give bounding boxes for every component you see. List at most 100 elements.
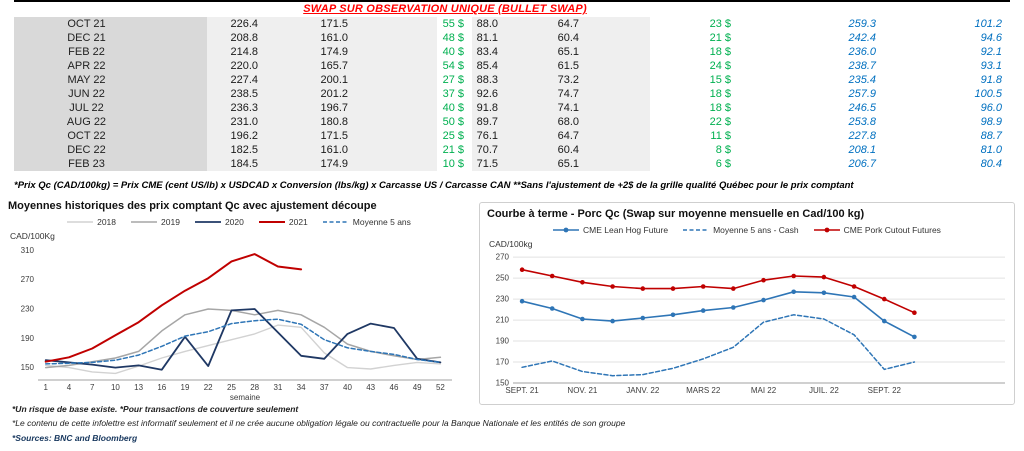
value-cell: 18 $ — [709, 46, 731, 58]
month-cell: OCT 21 — [14, 17, 207, 31]
legend-line-sample — [322, 221, 349, 223]
series-marker — [519, 267, 525, 272]
value-cell: 25 $ — [442, 130, 464, 142]
value-cell: 8 $ — [715, 144, 731, 156]
svg-text:34: 34 — [297, 383, 306, 392]
value-cell: 98.9 — [980, 116, 1002, 128]
spacer-cell — [360, 157, 437, 171]
legend-item: Moyenne 5 ans - Cash — [683, 225, 799, 235]
spacer-cell — [360, 143, 437, 157]
svg-text:270: 270 — [21, 275, 35, 284]
svg-text:46: 46 — [390, 383, 399, 392]
series-marker — [761, 277, 766, 283]
legend-line-sample — [194, 221, 221, 223]
series-marker — [610, 284, 615, 289]
value-cell: 6 $ — [715, 158, 731, 170]
value-cell: 23 $ — [709, 18, 731, 30]
svg-text:43: 43 — [366, 383, 375, 392]
value-cell: 74.7 — [510, 87, 591, 101]
spacer-cell — [591, 31, 650, 45]
value-cell: 161.0 — [270, 143, 360, 157]
series-line — [521, 268, 916, 314]
value-cell: 100.5 — [974, 88, 1002, 100]
swap-table-body: OCT 21 226.4 171.5 55 $88.0 64.7 23 $259.3 101… — [14, 17, 1010, 171]
legend-line-sample — [67, 221, 94, 223]
value-cell: 60.4 — [510, 31, 591, 45]
value-cell: 64.7 — [510, 129, 591, 143]
legend-line-sample — [813, 227, 840, 233]
svg-text:13: 13 — [134, 383, 143, 392]
value-cell: 21 $ — [709, 32, 731, 44]
value-cell: 65.1 — [510, 45, 591, 59]
value-cell: 61.5 — [510, 59, 591, 73]
table-row: APR 22 220.0 165.7 54 $ 85.4 61.5 24 $ 238.7 93.… — [14, 59, 1010, 73]
series-marker — [670, 286, 676, 291]
spacer-cell — [360, 87, 437, 101]
spacer-cell — [591, 101, 650, 115]
svg-text:25: 25 — [227, 383, 236, 392]
svg-text:MAI 22: MAI 22 — [751, 386, 777, 395]
svg-text:49: 49 — [413, 383, 422, 392]
svg-text:NOV. 21: NOV. 21 — [567, 386, 597, 395]
spacer-cell — [591, 143, 650, 157]
value-cell: 227.8 — [848, 130, 876, 142]
value-cell: 93.1 — [980, 60, 1002, 72]
footnote-legal: *Le contenu de cette infolettre est info… — [12, 418, 626, 428]
legend-label: 2021 — [288, 217, 308, 227]
svg-text:semaine: semaine — [230, 393, 261, 402]
svg-text:28: 28 — [250, 383, 259, 392]
value-cell: 259.3 — [848, 18, 876, 30]
legend-item: Moyenne 5 ans — [322, 217, 411, 227]
svg-text:SEPT. 22: SEPT. 22 — [868, 386, 902, 395]
value-cell: 231.0 — [207, 115, 270, 129]
svg-text:JUIL. 22: JUIL. 22 — [809, 386, 839, 395]
legend-item: 2020 — [194, 217, 244, 227]
series-marker — [912, 334, 917, 340]
value-cell: 27 $ — [442, 74, 464, 86]
table-row: FEB 23 184.5 174.9 10 $ 71.5 65.1 6 $ 206.7 80.4 — [14, 157, 1010, 171]
value-cell: 70.7 — [472, 143, 510, 157]
value-cell: 253.8 — [848, 116, 876, 128]
value-cell: 89.7 — [472, 115, 510, 129]
series-marker — [821, 274, 827, 280]
spacer-cell — [360, 17, 437, 31]
value-cell: 21 $ — [442, 144, 464, 156]
value-cell: 214.8 — [207, 45, 270, 59]
spacer-cell — [360, 115, 437, 129]
footnote-sources: *Sources: BNC and Bloomberg — [12, 433, 138, 443]
series-marker — [882, 296, 887, 302]
series-marker — [882, 318, 887, 324]
series-marker — [580, 316, 585, 322]
value-cell: 80.4 — [980, 158, 1002, 170]
value-cell: 165.7 — [270, 59, 360, 73]
svg-text:40: 40 — [343, 383, 352, 392]
forward-curve-chart: 150 170 190 210 230 250 270 SEPT. 21 NOV. 21 JANV… — [496, 253, 1005, 395]
svg-text:170: 170 — [496, 358, 510, 367]
svg-text:52: 52 — [436, 383, 445, 392]
value-cell: 24 $ — [709, 60, 731, 72]
swap-table: OCT 21 226.4 171.5 55 $88.0 64.7 23 $259.3 101… — [14, 17, 1010, 171]
value-cell: 226.4 — [207, 17, 270, 31]
series-marker — [851, 284, 857, 289]
left-chart-legend: 2018 2019 2020 2021 Moyenne 5 ans — [8, 216, 470, 228]
spacer-cell — [591, 157, 650, 171]
value-cell: 11 $ — [710, 130, 731, 142]
month-cell: JUL 22 — [14, 101, 207, 115]
month-cell: OCT 22 — [14, 129, 207, 143]
spacer-cell — [591, 45, 650, 59]
value-cell: 88.7 — [980, 130, 1002, 142]
value-cell: 201.2 — [270, 87, 360, 101]
series-marker — [549, 273, 555, 279]
legend-line-sample — [131, 221, 158, 223]
svg-text:190: 190 — [21, 334, 35, 343]
value-cell: 22 $ — [709, 116, 731, 128]
value-cell: 18 $ — [709, 102, 731, 114]
spacer-cell — [591, 87, 650, 101]
svg-text:31: 31 — [273, 383, 282, 392]
series-marker — [731, 286, 736, 291]
value-cell: 94.6 — [980, 32, 1002, 44]
legend-label: Moyenne 5 ans - Cash — [713, 225, 799, 235]
value-cell: 257.9 — [848, 88, 876, 100]
value-cell: 91.8 — [980, 74, 1002, 86]
